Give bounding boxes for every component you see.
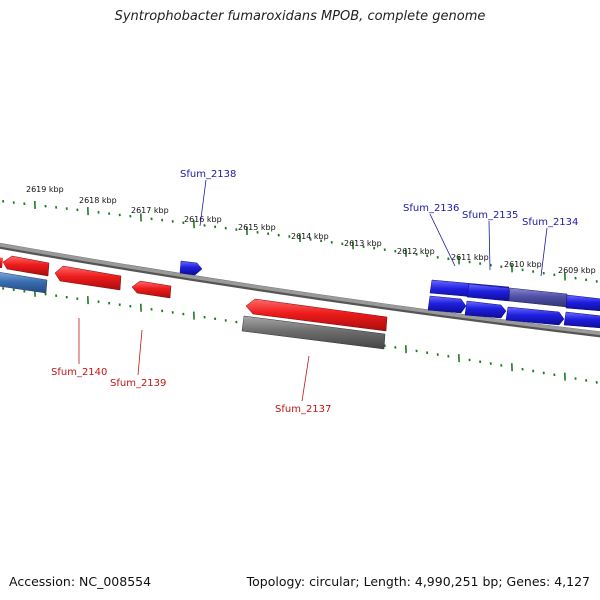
kbp-label: 2616 kbp [184,215,222,224]
gene-label-sfum-2138[interactable]: Sfum_2138 [180,169,236,180]
gene-forward-lower-3[interactable] [505,306,565,326]
feature-sfum-2137-gray[interactable] [241,315,386,350]
genome-summary-text: Topology: circular; Length: 4,990,251 bp… [246,574,590,589]
callout-line-sfum-2137 [301,355,310,402]
gene-label-sfum-2139[interactable]: Sfum_2139 [110,378,166,389]
gene-label-sfum-2137[interactable]: Sfum_2137 [275,404,331,415]
gene-forward-lower-4[interactable] [563,311,600,329]
kbp-label: 2612 kbp [397,247,435,256]
kbp-label: 2617 kbp [131,206,169,215]
accession-text: Accession: NC_008554 [9,574,152,589]
callout-line-sfum-2138 [199,179,207,227]
scale-ticks-upper [2,200,598,283]
gene-forward-edge[interactable] [565,294,600,312]
kbp-label: 2610 kbp [504,260,542,269]
gene-label-sfum-2136[interactable]: Sfum_2136 [403,203,459,214]
gene-forward-lower-2[interactable] [464,300,507,319]
genome-backbone [0,243,600,336]
gene-sfum-2137[interactable] [245,298,388,332]
callout-line-sfum-2135 [488,220,491,271]
kbp-label: 2615 kbp [238,223,276,232]
kbp-label: 2614 kbp [291,232,329,241]
rna-forward-left[interactable] [0,272,48,294]
callout-line-sfum-2139 [137,329,143,376]
gene-sfum-2140[interactable] [54,265,122,291]
kbp-label: 2618 kbp [79,196,117,205]
gene-label-sfum-2135[interactable]: Sfum_2135 [462,210,518,221]
gene-label-sfum-2140[interactable]: Sfum_2140 [51,367,107,378]
callout-line-sfum-2136 [429,213,456,267]
forward-strand [0,260,600,329]
kbp-label: 2613 kbp [344,239,382,248]
kbp-label: 2619 kbp [26,185,64,194]
callout-line-sfum-2134 [540,227,548,277]
scale-labels: 2619 kbp 2618 kbp 2617 kbp 2616 kbp 2615… [26,185,596,275]
gene-forward-lower-1[interactable] [427,295,467,314]
kbp-label: 2609 kbp [558,266,596,275]
gene-sfum-2138[interactable] [179,260,203,276]
reverse-strand [0,255,388,350]
kbp-label: 2611 kbp [451,253,489,262]
gene-label-sfum-2134[interactable]: Sfum_2134 [522,217,578,228]
gene-reverse-edge[interactable] [0,257,3,268]
callout-lines [78,179,548,402]
map-title: Syntrophobacter fumaroxidans MPOB, compl… [114,9,486,24]
gene-labels: Sfum_2138 Sfum_2136 Sfum_2135 Sfum_2134 … [51,169,578,415]
gene-reverse-left[interactable] [2,255,50,277]
gene-sfum-2134[interactable] [508,287,568,308]
gene-sfum-2139[interactable] [131,280,172,299]
